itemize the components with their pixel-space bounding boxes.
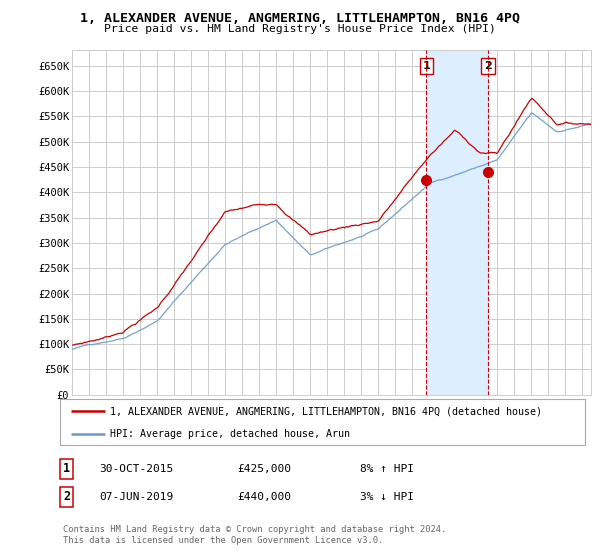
Bar (427, 50, 488, 395)
Text: 07-JUN-2019: 07-JUN-2019 (99, 492, 173, 502)
Text: 1: 1 (63, 462, 70, 475)
Text: £440,000: £440,000 (237, 492, 291, 502)
Text: 8% ↑ HPI: 8% ↑ HPI (360, 464, 414, 474)
Text: 2: 2 (63, 490, 70, 503)
Text: Price paid vs. HM Land Registry's House Price Index (HPI): Price paid vs. HM Land Registry's House … (104, 24, 496, 34)
Text: 1: 1 (422, 61, 430, 71)
Text: 3% ↓ HPI: 3% ↓ HPI (360, 492, 414, 502)
Text: 30-OCT-2015: 30-OCT-2015 (99, 464, 173, 474)
Text: HPI: Average price, detached house, Arun: HPI: Average price, detached house, Arun (110, 429, 350, 439)
Text: Contains HM Land Registry data © Crown copyright and database right 2024.
This d: Contains HM Land Registry data © Crown c… (63, 525, 446, 545)
Text: 1, ALEXANDER AVENUE, ANGMERING, LITTLEHAMPTON, BN16 4PQ: 1, ALEXANDER AVENUE, ANGMERING, LITTLEHA… (80, 12, 520, 25)
Text: £425,000: £425,000 (237, 464, 291, 474)
Text: 1, ALEXANDER AVENUE, ANGMERING, LITTLEHAMPTON, BN16 4PQ (detached house): 1, ALEXANDER AVENUE, ANGMERING, LITTLEHA… (110, 407, 542, 417)
Text: 2: 2 (484, 61, 492, 71)
